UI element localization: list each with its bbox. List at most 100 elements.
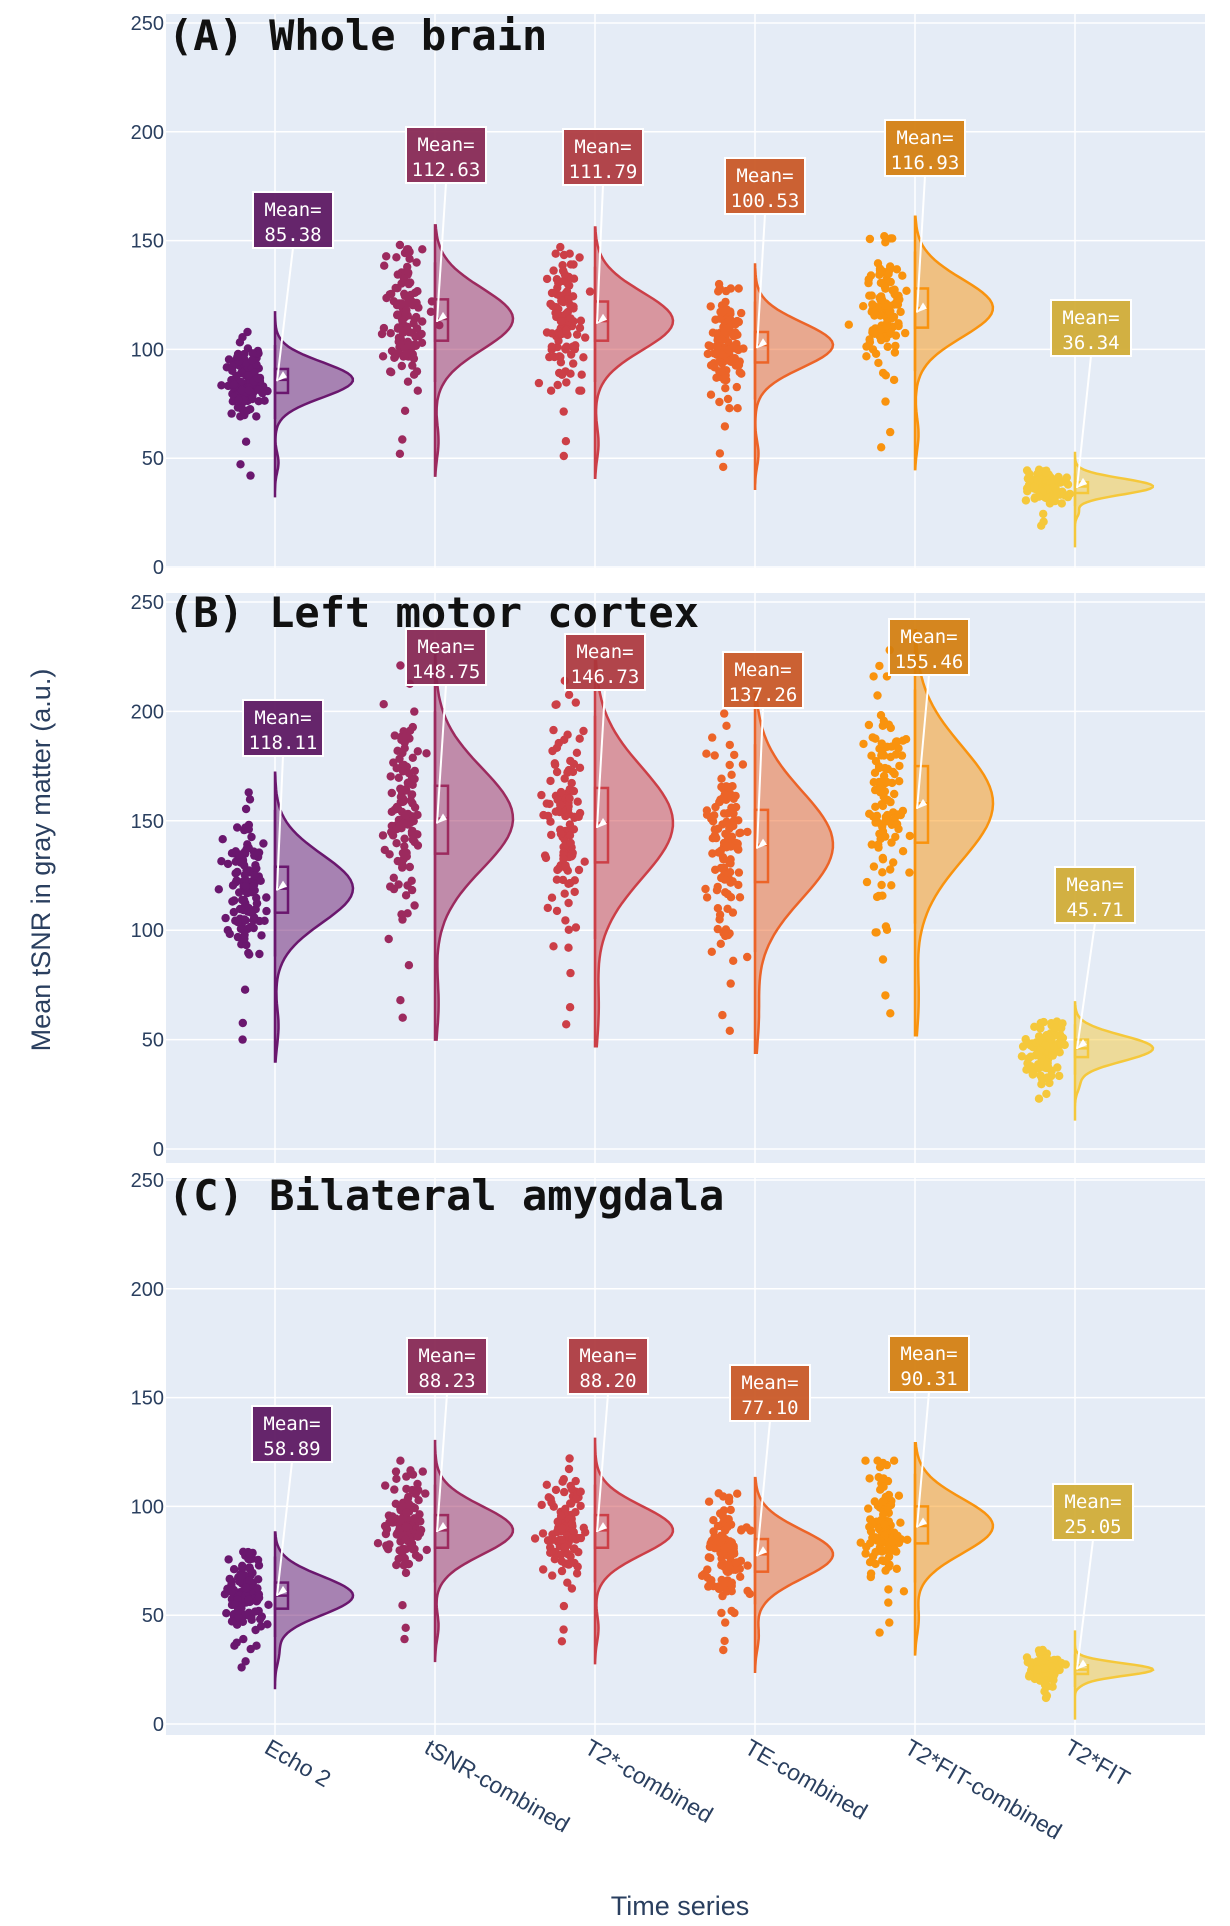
point: [730, 1608, 739, 1618]
point: [560, 270, 569, 279]
point: [550, 1555, 559, 1564]
outlier-point: [1039, 517, 1048, 526]
point: [241, 1583, 251, 1593]
point: [562, 326, 571, 335]
point: [878, 891, 887, 900]
point: [380, 1521, 390, 1531]
point: [722, 305, 731, 314]
point: [731, 1558, 740, 1568]
point: [871, 818, 880, 827]
point: [707, 814, 716, 823]
point: [566, 260, 576, 269]
point: [896, 1518, 905, 1527]
annotation-value-2: 88.20: [579, 1370, 636, 1392]
point: [238, 1561, 247, 1571]
point: [713, 924, 722, 934]
point: [714, 1584, 724, 1594]
violin-5: [1073, 1630, 1155, 1720]
annotation-label-2: Mean=: [574, 136, 631, 158]
point: [537, 790, 546, 800]
outlier-point: [877, 443, 886, 452]
point: [1026, 1052, 1035, 1061]
point: [1041, 1041, 1050, 1050]
point: [723, 394, 733, 404]
point: [881, 832, 890, 841]
point: [400, 842, 409, 851]
point: [404, 340, 413, 350]
point: [737, 308, 746, 318]
point: [724, 345, 734, 354]
point: [401, 1522, 411, 1532]
point: [844, 320, 853, 329]
point: [576, 316, 586, 325]
point: [727, 770, 736, 779]
point: [872, 811, 882, 820]
point: [414, 1496, 423, 1505]
outlier-point: [556, 242, 565, 252]
point: [733, 844, 742, 853]
point: [572, 1569, 582, 1578]
panel-title: (A) Whole brain: [168, 11, 547, 60]
box-2: [593, 786, 610, 864]
point: [865, 291, 874, 300]
point: [561, 861, 570, 870]
point: [876, 1537, 885, 1546]
annotation-label-5: Mean=: [1064, 1491, 1121, 1513]
annotation-value-0: 58.89: [263, 1438, 320, 1460]
outlier-point: [724, 1497, 734, 1506]
point: [702, 806, 712, 815]
y-tick-label: 100: [131, 1496, 164, 1518]
annotation-value-3: 137.26: [729, 684, 798, 706]
point: [381, 1529, 391, 1539]
point: [571, 923, 581, 932]
series-5: Mean= 25.05: [1022, 1483, 1155, 1720]
point: [723, 904, 732, 913]
point: [410, 707, 419, 716]
point: [712, 833, 721, 843]
annotation-arrowhead-3: [757, 838, 767, 849]
point: [233, 917, 242, 927]
point: [242, 888, 252, 898]
outlier-point: [1042, 1089, 1051, 1099]
point: [247, 832, 256, 842]
outlier-point: [404, 961, 414, 970]
x-tick-label: TE-combined: [741, 1734, 872, 1825]
point: [725, 322, 734, 332]
point: [235, 888, 244, 897]
outlier-point: [559, 407, 568, 416]
point: [717, 782, 726, 792]
series-0: Mean= 85.38: [217, 191, 355, 498]
point: [723, 1567, 732, 1577]
point: [706, 1578, 715, 1588]
outlier-point: [1036, 1647, 1045, 1657]
outlier-point: [875, 1628, 884, 1637]
point: [392, 253, 401, 262]
point: [547, 830, 556, 840]
point: [873, 691, 882, 700]
outlier-point: [400, 1634, 409, 1644]
point: [884, 720, 894, 729]
annotation-value-4: 155.46: [895, 651, 964, 673]
outlier-point: [875, 1463, 885, 1472]
point: [703, 349, 712, 359]
point: [413, 1479, 422, 1489]
series-4: Mean= 90.31: [856, 1335, 995, 1656]
point: [249, 882, 258, 891]
point: [576, 1533, 586, 1543]
annotation-arrowhead-4: [917, 1517, 927, 1528]
point: [735, 893, 745, 902]
point: [884, 1490, 894, 1500]
point: [218, 835, 227, 844]
point: [713, 1521, 723, 1531]
point: [577, 370, 586, 379]
point: [549, 942, 558, 951]
annotation-arrowhead-4: [917, 798, 927, 809]
point: [379, 323, 389, 333]
point: [1048, 1682, 1057, 1691]
annotation-label-3: Mean=: [734, 659, 791, 681]
point: [572, 748, 582, 757]
point: [413, 287, 422, 296]
point: [394, 880, 403, 889]
point: [245, 1576, 254, 1585]
point: [253, 1584, 262, 1593]
